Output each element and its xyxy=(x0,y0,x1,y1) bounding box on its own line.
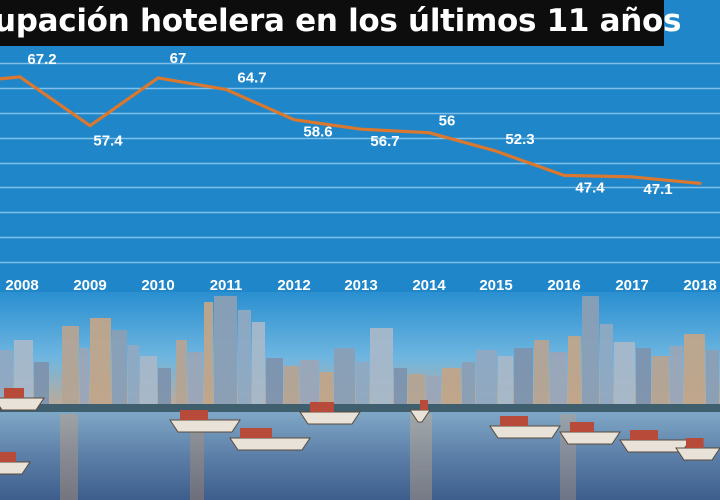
building xyxy=(394,368,407,412)
boat-cabin xyxy=(570,422,594,432)
data-label-2016: 47.4 xyxy=(575,179,605,196)
building xyxy=(266,358,283,412)
building xyxy=(214,296,237,412)
building xyxy=(238,310,251,412)
building xyxy=(284,366,299,412)
title-bar: upación hotelera en los últimos 11 años xyxy=(0,0,682,46)
x-tick-label-2008: 2008 xyxy=(5,277,38,294)
boat xyxy=(0,461,31,475)
building xyxy=(188,352,203,412)
x-axis-ticks: 2008 2009 2010 2011 2012 2013 2014 2015 2016 2017… xyxy=(5,277,716,294)
x-tick-label-2018: 2018 xyxy=(683,277,716,294)
building xyxy=(514,348,533,412)
x-tick-label-2012: 2012 xyxy=(277,277,310,294)
building xyxy=(176,340,187,412)
boat-cabin xyxy=(420,400,428,410)
building xyxy=(550,352,567,412)
building xyxy=(112,330,127,412)
gridlines xyxy=(0,62,720,264)
building xyxy=(476,350,497,412)
boat xyxy=(675,447,720,461)
building xyxy=(600,324,613,412)
data-label-2017: 47.1 xyxy=(643,181,672,198)
data-label-2010: 67 xyxy=(170,50,187,67)
data-label-2012: 58.6 xyxy=(303,124,332,141)
x-tick-label-2009: 2009 xyxy=(73,277,106,294)
building xyxy=(204,302,213,412)
boat xyxy=(0,397,45,411)
building xyxy=(252,322,265,412)
boat xyxy=(559,431,621,445)
building xyxy=(614,342,635,412)
x-tick-label-2013: 2013 xyxy=(344,277,377,294)
building xyxy=(670,346,683,412)
skyline-photo xyxy=(0,292,720,500)
boat-cabin xyxy=(686,438,704,448)
building xyxy=(462,362,475,412)
building xyxy=(62,326,79,412)
x-tick-label-2010: 2010 xyxy=(141,277,174,294)
boat-cabin xyxy=(0,452,16,462)
building xyxy=(636,348,651,412)
building xyxy=(498,356,513,412)
data-label-2015: 52.3 xyxy=(505,131,534,148)
x-tick-label-2016: 2016 xyxy=(547,277,580,294)
building xyxy=(158,368,171,412)
building xyxy=(334,348,355,412)
boat-cabin xyxy=(630,430,658,440)
building xyxy=(442,368,461,412)
building xyxy=(534,340,549,412)
boat-cabin xyxy=(4,388,24,398)
building xyxy=(684,334,705,412)
x-tick-label-2014: 2014 xyxy=(412,277,446,294)
boat xyxy=(489,425,561,439)
building xyxy=(128,345,139,412)
x-tick-label-2017: 2017 xyxy=(615,277,648,294)
building xyxy=(90,318,111,412)
boat-cabin xyxy=(180,410,208,420)
data-label-2008: 67.2 xyxy=(27,51,56,68)
chart-title: upación hotelera en los últimos 11 años xyxy=(0,3,682,39)
data-label-2013: 56.7 xyxy=(370,133,399,150)
building xyxy=(568,336,581,412)
building xyxy=(300,360,319,412)
water-reflection xyxy=(410,414,432,500)
building xyxy=(370,328,393,412)
x-tick-label-2015: 2015 xyxy=(479,277,512,294)
data-label-2009: 57.4 xyxy=(93,133,123,150)
boat-cabin xyxy=(240,428,272,438)
x-tick-label-2011: 2011 xyxy=(210,277,243,294)
building xyxy=(426,376,441,412)
boat xyxy=(299,411,361,425)
building xyxy=(80,348,89,412)
building xyxy=(582,296,599,412)
data-label-2011: 64.7 xyxy=(237,69,266,86)
building xyxy=(652,356,669,412)
boat-cabin xyxy=(500,416,528,426)
boat xyxy=(229,437,311,451)
data-label-2014: 56 xyxy=(439,113,456,130)
shoreline xyxy=(0,404,720,414)
building xyxy=(356,362,369,412)
boat xyxy=(169,419,241,433)
series-line-layer xyxy=(0,75,702,185)
water xyxy=(0,412,720,500)
water-reflection xyxy=(190,414,204,500)
boat-cabin xyxy=(310,402,334,412)
water-reflection xyxy=(60,414,78,500)
building xyxy=(140,356,157,412)
building xyxy=(706,350,719,412)
series-line xyxy=(0,75,702,185)
